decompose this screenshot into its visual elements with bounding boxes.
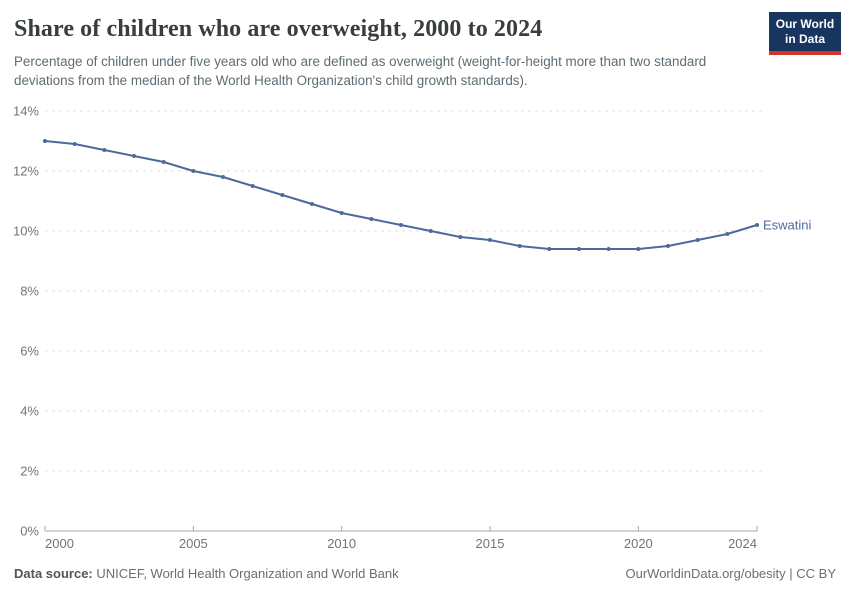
y-tick-label: 4% <box>20 404 39 419</box>
x-tick-label: 2005 <box>179 536 208 551</box>
data-point[interactable] <box>161 160 166 164</box>
data-point[interactable] <box>666 244 670 248</box>
chart-subtitle: Percentage of children under five years … <box>14 54 707 88</box>
data-point[interactable] <box>458 235 463 239</box>
y-tick-label: 8% <box>20 284 39 299</box>
data-point[interactable] <box>577 247 581 251</box>
data-point[interactable] <box>606 247 611 251</box>
x-tick-label: 2000 <box>45 536 74 551</box>
chart-title: Share of children who are overweight, 20… <box>14 16 543 42</box>
data-point[interactable] <box>72 142 77 146</box>
y-tick-label: 10% <box>13 224 39 239</box>
data-point[interactable] <box>399 223 403 227</box>
data-point[interactable] <box>369 217 374 221</box>
x-tick-label: 2010 <box>327 536 356 551</box>
owid-logo-line2: in Data <box>784 32 825 46</box>
y-tick-label: 2% <box>20 464 39 479</box>
data-point[interactable] <box>695 238 700 242</box>
data-point[interactable] <box>547 247 552 251</box>
x-tick-label: 2024 <box>728 536 757 551</box>
line-chart[interactable]: 0% 2% 4% 6% 8% 10% 12% 14% 2000 2005 2010 2015 2020 2… <box>0 100 850 560</box>
chart-svg[interactable]: 0%2%4%6%8%10%12%14%2000 2005 2010 2015 2020 2… <box>0 100 850 560</box>
y-gridlines <box>45 110 763 472</box>
attribution-link[interactable]: OurWorldinData.org/obesity | CC BY <box>625 566 837 581</box>
data-point[interactable] <box>191 169 196 173</box>
data-point[interactable] <box>250 184 255 188</box>
data-point[interactable] <box>339 211 344 215</box>
data-point[interactable] <box>280 193 285 197</box>
data-point[interactable] <box>428 229 433 233</box>
data-point[interactable] <box>636 247 641 251</box>
series-markers-eswatini <box>43 139 759 251</box>
series-line-eswatini[interactable] <box>44 140 758 250</box>
data-source-label: Data source: <box>14 566 93 581</box>
y-tick-labels: 0% 2% 4% 6% 8% 10% 12% 14% <box>13 104 39 539</box>
x-axis <box>44 526 758 532</box>
x-tick-labels: 2000 2005 2010 2015 2020 2024 <box>45 536 757 551</box>
data-point[interactable] <box>102 148 107 152</box>
y-tick-label: 6% <box>20 344 39 359</box>
data-source: Data source: UNICEF, World Health Organi… <box>14 566 399 581</box>
data-point[interactable] <box>132 154 136 158</box>
y-tick-label: 14% <box>13 104 39 119</box>
data-point[interactable] <box>517 244 522 248</box>
data-point[interactable] <box>43 139 47 143</box>
data-point[interactable] <box>488 238 492 242</box>
x-tick-label: 2015 <box>476 536 505 551</box>
series-label-eswatini[interactable]: Eswatini <box>763 218 812 233</box>
y-tick-label: 0% <box>20 524 39 539</box>
y-tick-label: 12% <box>13 164 39 179</box>
data-point[interactable] <box>310 202 314 206</box>
owid-logo-line1: Our World <box>775 17 835 31</box>
chart-footer: Data source: UNICEF, World Health Organi… <box>14 566 836 581</box>
x-tick-label: 2020 <box>624 536 653 551</box>
data-point[interactable] <box>221 175 225 179</box>
owid-logo[interactable]: Our World in Data <box>769 12 841 55</box>
data-point[interactable] <box>755 223 759 227</box>
data-point[interactable] <box>725 232 730 236</box>
data-source-value: UNICEF, World Health Organization and Wo… <box>96 566 399 581</box>
